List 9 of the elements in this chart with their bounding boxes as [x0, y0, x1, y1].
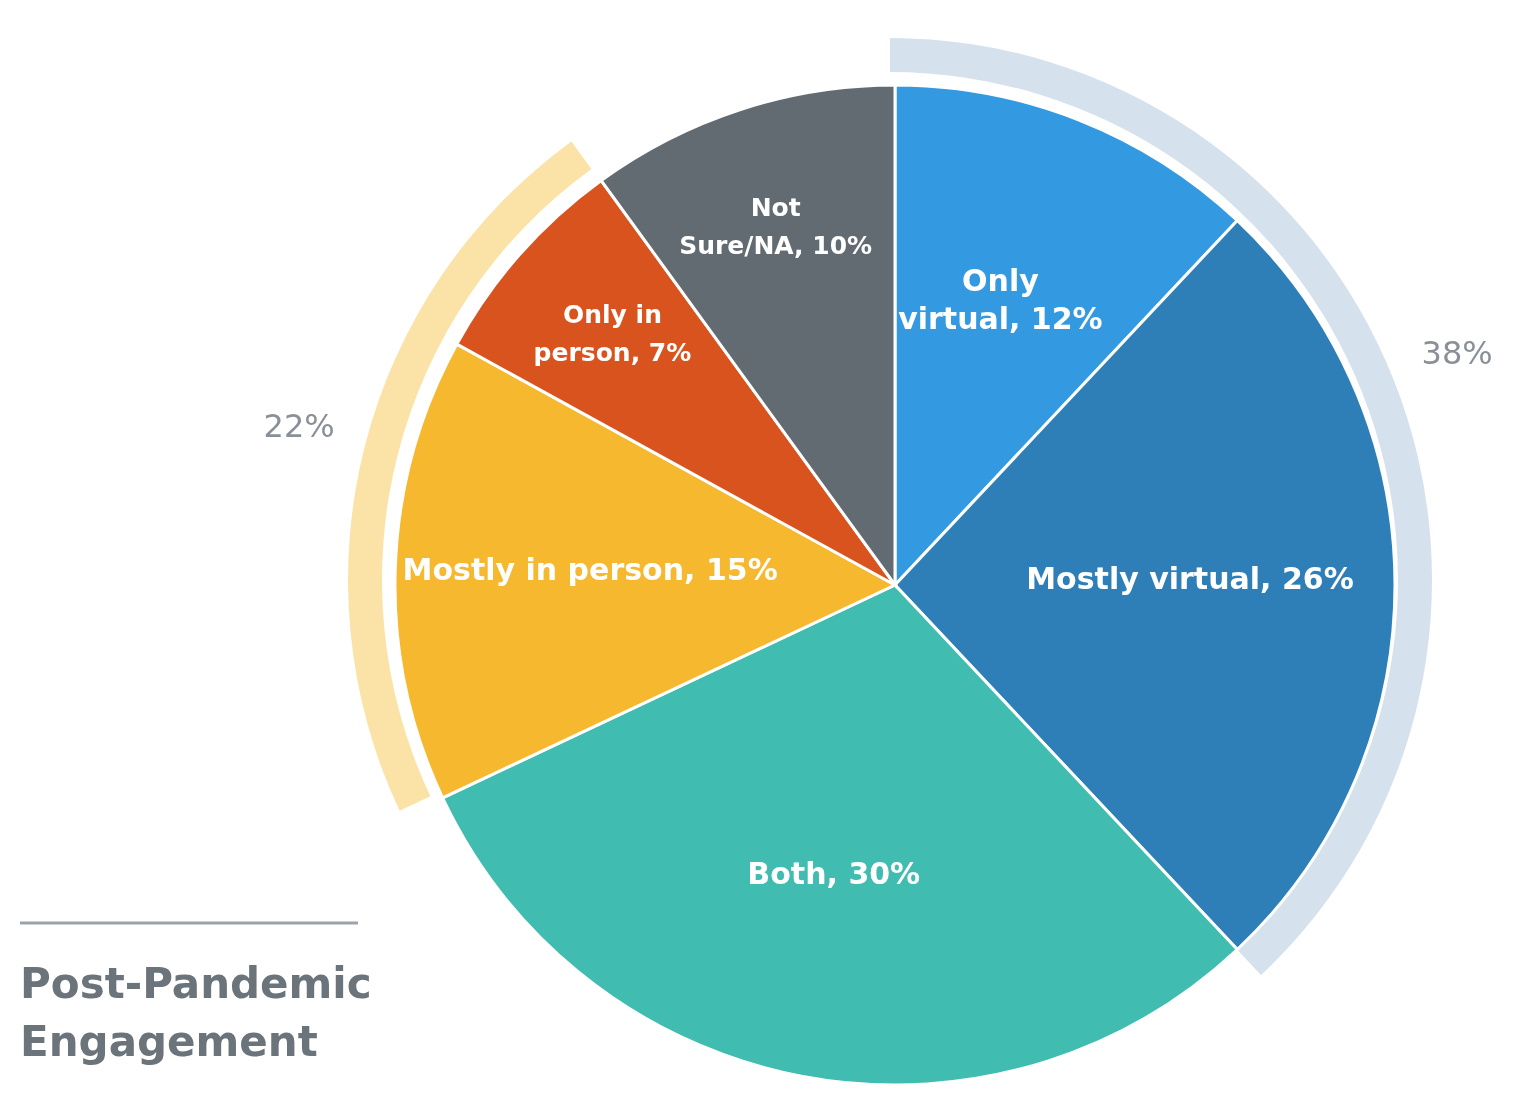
- slice-label: Only in person, 7%: [533, 300, 692, 368]
- slice-label: Only virtual, 12%: [898, 262, 1103, 336]
- slice-label: Not Sure/NA, 10%: [679, 193, 873, 261]
- slice-label: Both, 30%: [747, 855, 921, 891]
- slice-label: Mostly virtual, 26%: [1026, 560, 1354, 596]
- slice-label: Mostly in person, 15%: [402, 551, 778, 587]
- text: Post-Pandemic Engagement: [20, 959, 372, 1066]
- text: 22%: [263, 407, 335, 446]
- text: 38%: [1421, 334, 1493, 373]
